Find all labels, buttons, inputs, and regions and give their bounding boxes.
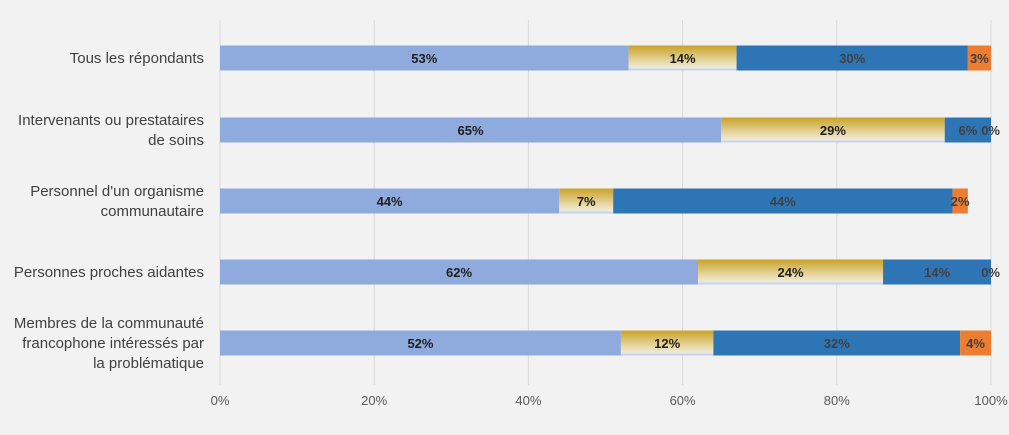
- data-label: 29%: [820, 123, 846, 138]
- x-tick-label: 0%: [211, 393, 230, 408]
- data-label: 2%: [951, 194, 970, 209]
- bar-segment-underline: [628, 68, 737, 71]
- data-label: 32%: [824, 336, 850, 351]
- x-tick-label: 40%: [515, 393, 541, 408]
- data-label: 14%: [670, 51, 696, 66]
- data-label: 0%: [981, 123, 1000, 138]
- data-label: 65%: [458, 123, 484, 138]
- bar-segment: [559, 188, 614, 214]
- category-label: Personnes proches aidantes: [14, 264, 204, 281]
- x-tick-label: 20%: [361, 393, 387, 408]
- bar-segment: [698, 259, 884, 285]
- bar-segment: [220, 45, 629, 71]
- bar-segment: [967, 45, 991, 71]
- data-label: 0%: [981, 265, 1000, 280]
- data-label: 44%: [770, 194, 796, 209]
- data-label: 14%: [924, 265, 950, 280]
- x-tick-label: 100%: [974, 393, 1008, 408]
- category-label: Tous les répondants: [70, 50, 204, 67]
- category-label: Intervenants ou prestataires de soins: [18, 112, 204, 149]
- bar-segment: [713, 330, 961, 356]
- bar-segment-underline: [698, 282, 884, 285]
- bar-segment: [220, 330, 621, 356]
- bar-segment: [952, 188, 968, 214]
- bar-segment: [883, 259, 991, 285]
- data-label: 52%: [407, 336, 433, 351]
- x-tick-label: 60%: [670, 393, 696, 408]
- data-label: 7%: [577, 194, 596, 209]
- bar-segment-underline: [721, 140, 945, 143]
- bar-segment: [620, 330, 714, 356]
- category-label: Personnel d'un organisme communautaire: [30, 183, 204, 220]
- bar-segment: [628, 45, 737, 71]
- x-tick-label: 80%: [824, 393, 850, 408]
- data-label: 24%: [778, 265, 804, 280]
- data-label: 4%: [966, 336, 985, 351]
- bar-segment-underline: [620, 353, 714, 356]
- bar-segment: [220, 117, 722, 143]
- bar-segment: [944, 117, 991, 143]
- data-labels: 53% 14% 30% 3% 65% 29% 6% 0% 44% 7% 44% 2% 62% 24% 14%…: [377, 51, 1001, 351]
- bar-segment: [613, 188, 953, 214]
- data-label: 44%: [377, 194, 403, 209]
- data-label: 30%: [839, 51, 865, 66]
- bar-segment: [721, 117, 945, 143]
- bar-segment: [960, 330, 991, 356]
- bar-segment: [220, 259, 699, 285]
- data-label: 6%: [958, 123, 977, 138]
- bar-segment-underline: [559, 211, 614, 214]
- x-axis-tick-labels: 0% 20% 40% 60% 80% 100%: [211, 393, 1008, 408]
- bar-segment: [736, 45, 968, 71]
- category-labels: Tous les répondants Intervenants ou prest…: [14, 50, 204, 372]
- data-label: 62%: [446, 265, 472, 280]
- data-label: 3%: [970, 51, 989, 66]
- bar-segment: [220, 188, 560, 214]
- bars: [220, 45, 991, 356]
- data-label: 12%: [654, 336, 680, 351]
- data-label: 53%: [411, 51, 437, 66]
- category-label: Membres de la communauté francophone inté…: [14, 315, 204, 372]
